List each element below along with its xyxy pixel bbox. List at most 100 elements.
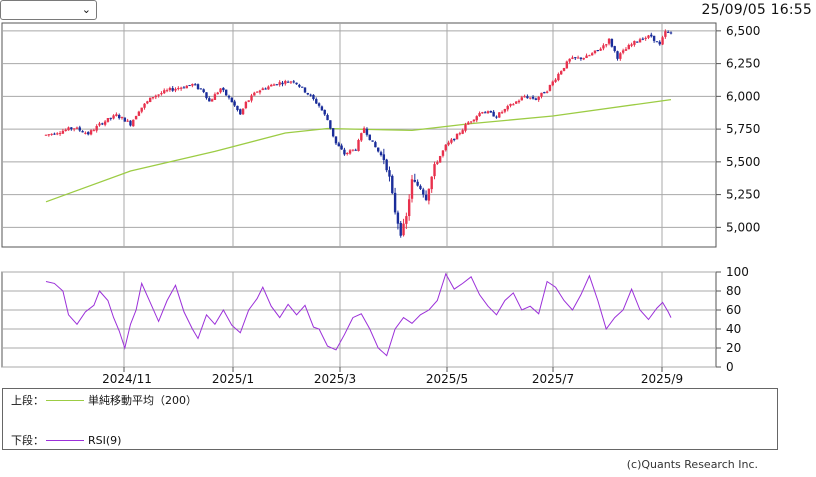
candle-body bbox=[472, 119, 476, 122]
candle-body bbox=[278, 82, 281, 85]
candle-body bbox=[78, 127, 81, 131]
candle-body bbox=[627, 45, 630, 50]
candle-body bbox=[453, 138, 456, 141]
price-tick-label: 5,250 bbox=[726, 188, 760, 202]
candle-body bbox=[630, 44, 633, 46]
candle-body bbox=[588, 55, 591, 57]
x-tick-label: 2025/9 bbox=[641, 372, 683, 386]
candle-body bbox=[554, 79, 557, 82]
candle-body bbox=[317, 103, 321, 106]
candle-body bbox=[323, 109, 326, 115]
candle-body bbox=[70, 127, 73, 130]
candle-body bbox=[478, 113, 481, 117]
legend-rsi-swatch bbox=[46, 439, 84, 441]
candle-body bbox=[354, 149, 357, 151]
moving-average-line bbox=[45, 98, 672, 203]
candle-body bbox=[669, 32, 673, 34]
candle-body bbox=[281, 82, 284, 85]
candle-body bbox=[664, 31, 667, 37]
candle-body bbox=[531, 96, 535, 99]
candle-body bbox=[213, 94, 217, 100]
candle-body bbox=[422, 189, 425, 195]
candle-body bbox=[137, 111, 141, 116]
candle-body bbox=[134, 116, 138, 120]
candle-body bbox=[205, 92, 208, 99]
candle-body bbox=[343, 149, 346, 155]
candle-body bbox=[388, 170, 391, 177]
candle-body bbox=[407, 199, 411, 217]
candle-body bbox=[419, 185, 422, 189]
candle-body bbox=[444, 144, 447, 151]
candle-body bbox=[315, 99, 318, 104]
candle-body bbox=[357, 140, 360, 152]
candle-body bbox=[224, 89, 228, 96]
candle-body bbox=[424, 194, 428, 200]
candle-body bbox=[393, 192, 397, 213]
candle-body bbox=[379, 152, 383, 156]
candle-body bbox=[87, 132, 90, 135]
candle-body bbox=[644, 37, 647, 39]
candle-body bbox=[177, 88, 180, 90]
candle-body bbox=[292, 81, 295, 83]
stock-chart: 6,500 6,250 6,000 5,750 5,500 5,250 5,000 100 8… bbox=[1, 22, 760, 386]
candle-body bbox=[469, 121, 473, 123]
x-tick-label: 2024/11 bbox=[102, 372, 152, 386]
candle-body bbox=[526, 96, 529, 99]
price-tick-label: 5,000 bbox=[726, 220, 760, 234]
candle-body bbox=[331, 128, 335, 137]
candle-body bbox=[160, 93, 163, 95]
legend-lower-series: RSI(9) bbox=[88, 433, 122, 447]
moving-average-path bbox=[45, 98, 672, 203]
candle-body bbox=[602, 45, 605, 49]
rsi-line bbox=[45, 272, 672, 357]
candle-body bbox=[191, 83, 194, 86]
candle-body bbox=[115, 114, 118, 117]
candle-body bbox=[590, 53, 594, 56]
candle-body bbox=[534, 98, 538, 100]
candle-body bbox=[101, 123, 104, 125]
candle-body bbox=[56, 133, 59, 135]
candle-body bbox=[340, 145, 343, 150]
candle-body bbox=[613, 46, 616, 51]
period-select[interactable]: ⌄ bbox=[0, 0, 97, 20]
candle-body bbox=[579, 57, 583, 59]
candle-body bbox=[255, 91, 259, 93]
candle-body bbox=[568, 58, 571, 62]
candle-body bbox=[67, 127, 70, 131]
candle-body bbox=[185, 85, 188, 89]
legend-lower-label: 下段： bbox=[11, 434, 44, 447]
legend-box: 上段： 単純移動平均（200） 下段： RSI(9) bbox=[2, 388, 778, 450]
candle-body bbox=[174, 88, 177, 91]
candle-body bbox=[360, 133, 363, 141]
price-panel-frame bbox=[1, 22, 717, 248]
candle-body bbox=[247, 100, 250, 102]
candle-body bbox=[227, 95, 231, 98]
candle-body bbox=[143, 103, 146, 108]
candle-body bbox=[593, 50, 597, 53]
candle-body bbox=[483, 112, 487, 114]
candle-body bbox=[599, 48, 602, 51]
candle-body bbox=[641, 38, 645, 40]
candle-body bbox=[616, 51, 619, 59]
candle-body bbox=[605, 44, 608, 46]
rsi-path bbox=[45, 272, 672, 357]
candle-body bbox=[253, 92, 256, 96]
candle-body bbox=[348, 150, 352, 154]
candle-body bbox=[351, 149, 355, 151]
candle-body bbox=[129, 120, 132, 126]
candle-body bbox=[188, 85, 191, 87]
candle-body bbox=[154, 95, 157, 98]
candle-body bbox=[650, 34, 653, 37]
candle-body bbox=[98, 123, 101, 126]
candle-body bbox=[402, 223, 405, 236]
candle-body bbox=[374, 142, 377, 148]
candle-body bbox=[495, 116, 498, 118]
candle-body bbox=[236, 105, 239, 111]
candle-body bbox=[303, 87, 307, 93]
candle-body bbox=[520, 97, 523, 101]
candle-body bbox=[264, 88, 267, 90]
candle-body bbox=[194, 84, 197, 86]
price-y-axis: 6,500 6,250 6,000 5,750 5,500 5,250 5,000 bbox=[716, 24, 760, 234]
candle-body bbox=[624, 49, 628, 51]
candle-body bbox=[565, 61, 569, 69]
